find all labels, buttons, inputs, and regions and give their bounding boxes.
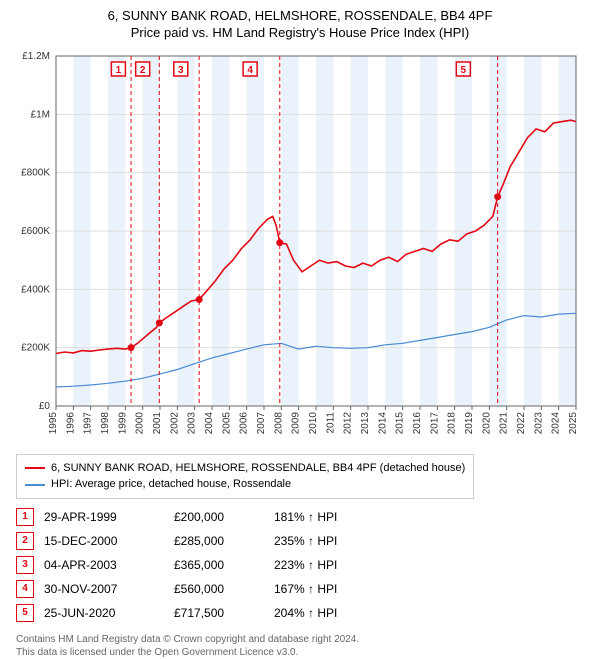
legend-row: 6, SUNNY BANK ROAD, HELMSHORE, ROSSENDAL… [25,460,465,477]
svg-text:2000: 2000 [135,411,146,434]
svg-text:£0: £0 [39,401,51,412]
svg-text:2023: 2023 [533,411,544,434]
svg-text:2009: 2009 [291,411,302,434]
svg-text:2025: 2025 [568,411,579,434]
footer: Contains HM Land Registry data © Crown c… [16,633,588,659]
sale-hpi-pct: 181% ↑ HPI [274,505,347,529]
svg-text:2: 2 [140,65,146,76]
sale-hpi-pct: 223% ↑ HPI [274,553,347,577]
sale-hpi-pct: 167% ↑ HPI [274,577,347,601]
sale-date: 30-NOV-2007 [44,577,174,601]
sale-price: £717,500 [174,601,274,625]
chart-svg: £0 £200K £400K £600K £800K £1M £1.2M 1995 1996 19… [12,46,588,446]
svg-text:£600K: £600K [21,226,50,237]
svg-text:£1.2M: £1.2M [22,51,50,62]
legend-label: 6, SUNNY BANK ROAD, HELMSHORE, ROSSENDAL… [51,460,465,477]
svg-text:2024: 2024 [551,411,562,434]
svg-text:2020: 2020 [481,411,492,434]
svg-text:2018: 2018 [447,411,458,434]
legend-row: HPI: Average price, detached house, Ross… [25,476,465,493]
marker-box: 2 [16,532,34,550]
svg-text:1997: 1997 [83,411,94,434]
svg-text:2002: 2002 [169,411,180,434]
legend-box: 6, SUNNY BANK ROAD, HELMSHORE, ROSSENDAL… [16,454,474,499]
svg-text:4: 4 [247,65,253,76]
svg-text:2010: 2010 [308,411,319,434]
sale-price: £365,000 [174,553,274,577]
svg-text:£400K: £400K [21,284,50,295]
legend-swatch [25,484,45,486]
legend-swatch [25,467,45,469]
table-row: 2 15-DEC-2000£285,000235% ↑ HPI [16,529,347,553]
svg-text:£800K: £800K [21,168,50,179]
sale-points-table: 1 29-APR-1999£200,000181% ↑ HPI 2 15-DEC-20… [16,505,347,625]
svg-text:2008: 2008 [273,411,284,434]
table-row: 3 04-APR-2003£365,000223% ↑ HPI [16,553,347,577]
svg-text:2012: 2012 [343,411,354,434]
sale-date: 25-JUN-2020 [44,601,174,625]
sale-hpi-pct: 204% ↑ HPI [274,601,347,625]
sale-price: £200,000 [174,505,274,529]
chart-container: 6, SUNNY BANK ROAD, HELMSHORE, ROSSENDAL… [0,0,600,650]
table-row: 4 30-NOV-2007£560,000167% ↑ HPI [16,577,347,601]
svg-text:2005: 2005 [221,411,232,434]
sale-price: £285,000 [174,529,274,553]
sale-date: 29-APR-1999 [44,505,174,529]
svg-text:2001: 2001 [152,411,163,434]
marker-box: 3 [16,556,34,574]
marker-box: 1 [16,508,34,526]
svg-text:2004: 2004 [204,411,215,434]
svg-text:2022: 2022 [516,411,527,434]
svg-text:2015: 2015 [395,411,406,434]
svg-text:2013: 2013 [360,411,371,434]
footer-line-1: Contains HM Land Registry data © Crown c… [16,633,588,646]
svg-text:1: 1 [116,65,122,76]
svg-text:2011: 2011 [325,411,336,433]
chart-area: £0 £200K £400K £600K £800K £1M £1.2M 1995 1996 19… [12,46,588,446]
svg-text:1996: 1996 [65,411,76,434]
marker-box: 4 [16,580,34,598]
table-row: 1 29-APR-1999£200,000181% ↑ HPI [16,505,347,529]
svg-text:2019: 2019 [464,411,475,434]
footer-line-2: This data is licensed under the Open Gov… [16,646,588,659]
svg-text:5: 5 [461,65,467,76]
svg-text:2003: 2003 [187,411,198,434]
sale-price: £560,000 [174,577,274,601]
svg-text:£1M: £1M [31,109,50,120]
chart-subtitle: Price paid vs. HM Land Registry's House … [12,25,588,40]
sale-date: 15-DEC-2000 [44,529,174,553]
svg-text:2017: 2017 [429,411,440,434]
svg-text:2006: 2006 [239,411,250,434]
svg-text:2021: 2021 [499,411,510,434]
svg-text:1998: 1998 [100,411,111,434]
svg-text:1999: 1999 [117,411,128,434]
svg-text:3: 3 [178,65,184,76]
sale-hpi-pct: 235% ↑ HPI [274,529,347,553]
legend-label: HPI: Average price, detached house, Ross… [51,476,291,493]
sale-date: 04-APR-2003 [44,553,174,577]
svg-text:£200K: £200K [21,343,50,354]
svg-text:2016: 2016 [412,411,423,434]
svg-text:1995: 1995 [48,411,59,434]
marker-box: 5 [16,604,34,622]
chart-title: 6, SUNNY BANK ROAD, HELMSHORE, ROSSENDAL… [12,8,588,25]
svg-text:2014: 2014 [377,411,388,434]
svg-text:2007: 2007 [256,411,267,434]
table-row: 5 25-JUN-2020£717,500204% ↑ HPI [16,601,347,625]
